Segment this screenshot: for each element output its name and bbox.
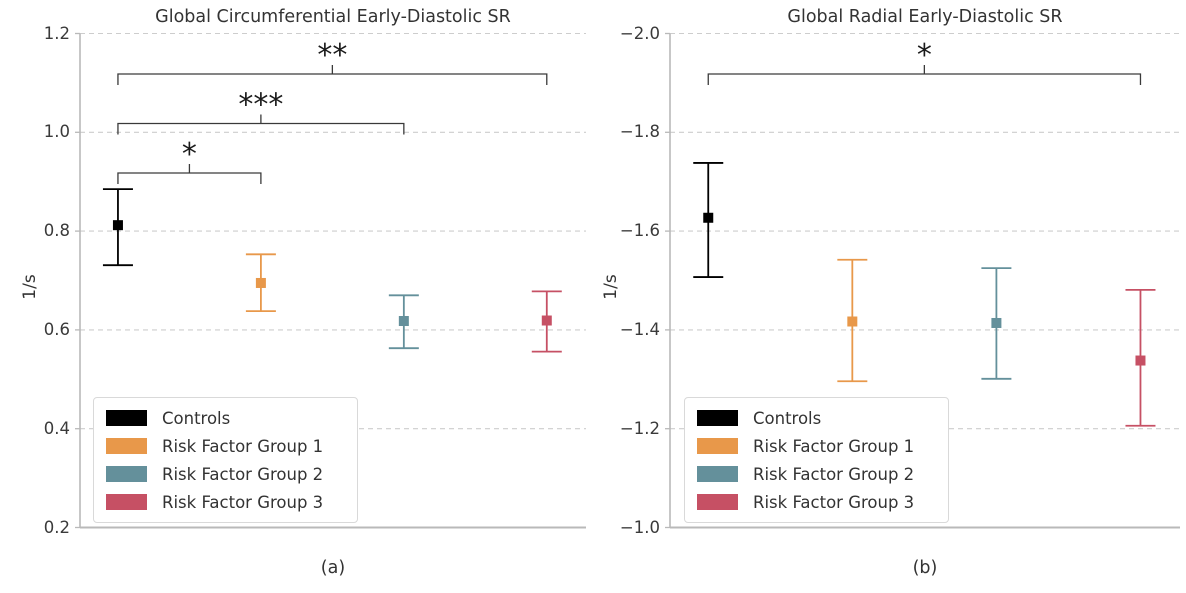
y-tick-label: −1.2 [619, 418, 660, 438]
data-point-marker [398, 316, 409, 327]
legend-item: Risk Factor Group 2 [697, 465, 936, 484]
legend-item-label: Risk Factor Group 3 [162, 492, 324, 512]
legend-item-label: Risk Factor Group 2 [753, 464, 915, 484]
left-plot-title: Global Circumferential Early-Diastolic S… [155, 7, 511, 27]
legend-swatch [106, 466, 147, 482]
y-tick-label: −1.6 [619, 221, 660, 241]
right-subplot-label: (b) [912, 558, 938, 578]
legend-swatch [697, 438, 738, 454]
data-point-marker [991, 317, 1002, 328]
data-point-marker [255, 277, 266, 288]
right-legend: Controls Risk Factor Group 1 Risk Factor G… [684, 397, 949, 523]
legend-swatch [106, 438, 147, 454]
legend-item-label: Risk Factor Group 3 [753, 492, 915, 512]
legend-swatch [106, 494, 147, 510]
y-tick-label: −2.0 [619, 23, 660, 43]
data-point-marker [847, 316, 858, 327]
legend-item: Risk Factor Group 3 [106, 493, 345, 512]
legend-item: Controls [697, 409, 936, 428]
data-point-marker [541, 315, 552, 326]
y-tick-label: 0.2 [43, 517, 70, 537]
legend-item-label: Risk Factor Group 2 [162, 464, 324, 484]
significance-label: * [182, 137, 197, 172]
legend-swatch [697, 410, 738, 426]
legend-swatch [106, 410, 147, 426]
significance-label: ** [317, 38, 347, 73]
y-tick-label: 1.2 [43, 23, 70, 43]
y-tick-label: −1.0 [619, 517, 660, 537]
legend-item-label: Risk Factor Group 1 [162, 436, 324, 456]
legend-swatch [697, 466, 738, 482]
left-legend: Controls Risk Factor Group 1 Risk Factor G… [93, 397, 358, 523]
y-tick-label: −1.4 [619, 319, 660, 339]
y-tick-label: 1.0 [43, 122, 70, 142]
legend-item: Risk Factor Group 3 [697, 493, 936, 512]
right-plot-title: Global Radial Early-Diastolic SR [787, 7, 1063, 27]
significance-label: * [917, 38, 932, 73]
y-tick-label: 0.4 [43, 418, 70, 438]
left-y-axis-label: 1/s [20, 274, 40, 300]
y-tick-label: 0.8 [43, 221, 70, 241]
significance-bracket [117, 172, 262, 184]
significance-bracket [707, 73, 1142, 85]
legend-item-label: Risk Factor Group 1 [753, 436, 915, 456]
data-point-marker [1135, 355, 1146, 366]
left-subplot-label: (a) [320, 558, 346, 578]
legend-item: Risk Factor Group 1 [106, 437, 345, 456]
y-tick-label: 0.6 [43, 319, 70, 339]
legend-item-label: Controls [162, 408, 231, 428]
legend-item: Risk Factor Group 1 [697, 437, 936, 456]
legend-item: Risk Factor Group 2 [106, 465, 345, 484]
legend-item: Controls [106, 409, 345, 428]
significance-label: *** [238, 88, 283, 123]
data-point-marker [703, 212, 714, 223]
y-tick-label: −1.8 [619, 122, 660, 142]
right-y-axis-label: 1/s [601, 274, 621, 300]
legend-item-label: Controls [753, 408, 822, 428]
significance-bracket [117, 73, 548, 85]
legend-swatch [697, 494, 738, 510]
data-point-marker [112, 220, 123, 231]
